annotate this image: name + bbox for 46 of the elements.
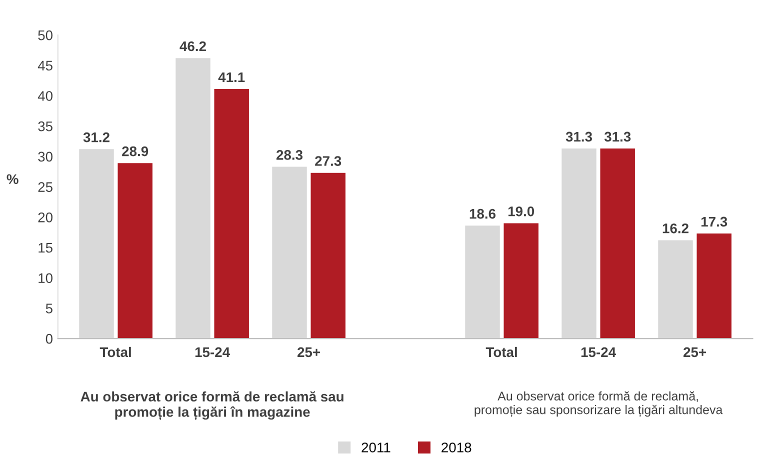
y-tick-label: 35 [38,121,52,132]
y-tick-label: 10 [38,273,52,284]
y-tick-label: 45 [38,60,52,71]
bar [504,223,538,339]
data-label: 46.2 [180,41,206,52]
legend-label: 2018 [442,442,472,452]
x-tick-label: 25+ [298,347,320,358]
bar [310,172,346,339]
data-label: 17.3 [701,216,728,227]
bar [214,89,249,339]
x-tick-label: 15-24 [195,347,230,358]
y-tick-label: 40 [38,91,52,101]
y-tick-label: 50 [38,30,52,40]
data-label: 28.9 [122,146,148,156]
data-label: 27.3 [315,156,342,166]
bar [600,148,635,339]
legend-label: 2011 [362,442,390,452]
y-tick-label: 0 [46,334,52,344]
x-tick-label: Total [486,346,517,358]
text: Au observat orice formă de reclamă, promoție sau sponsorizare la țigări altundeva [474,391,723,417]
bar [658,240,693,339]
data-label: 16.2 [662,223,688,234]
y-tick-label: 25 [38,182,52,192]
data-label: 41.1 [218,72,245,82]
y-axis-title: % [6,174,18,184]
text: Au observat orice formă de reclamă sau promoție la țigări în magazine [80,391,344,420]
y-tick-label: 5 [46,304,52,314]
data-label: 18.6 [470,208,496,219]
data-label: 19.0 [508,206,534,216]
data-label: 31.3 [566,132,592,142]
bar [465,226,500,339]
bar [176,58,210,339]
x-tick-label: 15-24 [581,347,616,358]
bar [696,234,732,339]
bar [562,148,596,339]
bar [272,166,307,339]
data-label: 31.2 [83,132,110,142]
y-tick-label: 20 [38,212,52,222]
bar [118,163,152,339]
data-label: 28.3 [276,150,303,160]
x-tick-label: 25+ [684,347,706,358]
y-tick-label: 30 [38,152,52,162]
bar [79,149,114,339]
data-label: 31.3 [604,132,631,142]
x-tick-label: Total [100,346,131,358]
y-tick-label: 15 [38,242,52,253]
